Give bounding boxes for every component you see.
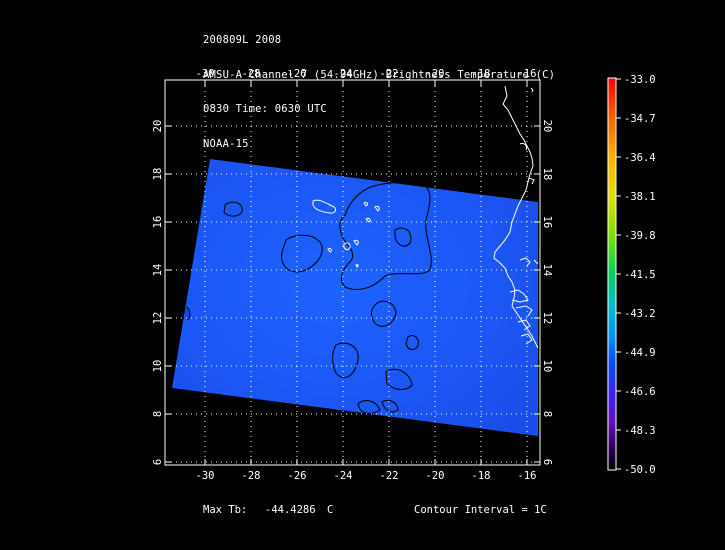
lat-label: 18 [541,168,553,181]
lat-label: 20 [541,120,553,133]
lon-label: -30 [196,470,215,482]
lon-label: -22 [380,470,399,482]
colorbar-label: -39.8 [624,230,656,242]
swath-edge-notch [185,305,190,320]
lat-labels-left: 6 8 10 12 14 16 18 20 [152,120,164,465]
colorbar-label: -34.7 [624,113,656,125]
lon-label: -26 [288,470,307,482]
lat-label: 20 [152,120,164,133]
lat-label: 10 [152,360,164,373]
lat-label: 14 [541,264,553,277]
lon-label: -16 [518,68,537,80]
frame-ticks [165,80,540,465]
lat-label: 12 [152,312,164,325]
max-tb-unit: C [327,504,334,516]
plot-header: 200809L 2008 AMSU-A Channel 7 (54.94GHz)… [203,12,555,162]
lon-label: -20 [426,470,445,482]
max-tb-label: Max Tb: [203,504,248,516]
colorbar-labels: -33.0 -34.7 -36.4 -38.1 -39.8 -41.5 -43.… [624,74,656,476]
lat-label: 18 [152,168,164,181]
colorbar-label: -43.2 [624,308,656,320]
satellite-swath [172,159,538,436]
header-date: 200809L 2008 [203,34,282,46]
lat-label: 16 [152,216,164,229]
lon-label: -28 [242,68,261,80]
lat-label: 8 [152,411,164,417]
lon-label: -26 [288,68,307,80]
lat-label: 8 [541,411,553,417]
header-time: 0830 Time: 0630 UTC [203,103,327,115]
colorbar-label: -44.9 [624,347,656,359]
lon-labels-bottom: -30 -28 -26 -24 -22 -20 -18 -16 [196,470,537,482]
colorbar-label: -41.5 [624,269,656,281]
lat-label: 14 [152,264,164,277]
coastline [312,85,539,349]
lat-label: 10 [541,360,553,373]
lon-label: -18 [472,68,491,80]
colorbar-label: -50.0 [624,464,656,476]
lat-labels-right: 6 8 10 12 14 16 18 20 [541,120,553,465]
colorbar-label: -48.3 [624,425,656,437]
lon-label: -28 [242,470,261,482]
max-tb-value: -44.4286 [265,504,316,516]
lat-label: 12 [541,312,553,325]
lat-label: 6 [541,459,553,465]
colorbar-label: -36.4 [624,152,656,164]
colorbar [607,77,617,471]
colorbar-label: -38.1 [624,191,656,203]
graticule [166,81,539,464]
colorbar-label: -46.6 [624,386,656,398]
lon-label: -24 [334,470,353,482]
lon-label: -22 [380,68,399,80]
contour-interval: Contour Interval = 1C [414,504,547,516]
lat-label: 16 [541,216,553,229]
lon-label: -18 [472,470,491,482]
lon-labels-top: -30 -28 -26 -24 -22 -20 -18 -16 [196,68,537,80]
header-title: AMSU-A Channel 7 (54.94GHz) Brightness T… [203,68,556,81]
colorbar-label: -33.0 [624,74,656,86]
colorbar-ticks [616,78,621,470]
map-frame [164,79,541,466]
temperature-contours [185,182,432,414]
lat-label: 6 [152,459,164,465]
lon-label: -16 [518,470,537,482]
header-satellite: NOAA-15 [203,137,249,150]
lon-label: -20 [426,68,445,80]
lon-label: -30 [196,68,215,80]
lon-label: -24 [334,68,353,80]
